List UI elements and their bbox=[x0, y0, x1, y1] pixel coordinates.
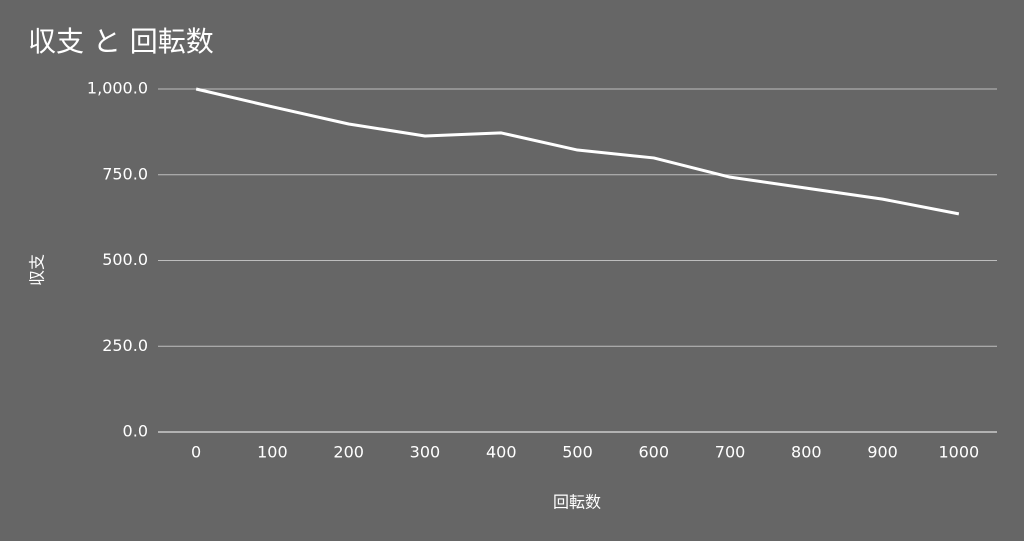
x-tick-label: 300 bbox=[410, 443, 441, 462]
x-tick-label: 700 bbox=[715, 443, 746, 462]
chart-title: 収支 と 回転数 bbox=[28, 25, 214, 58]
x-tick-label: 1000 bbox=[939, 443, 980, 462]
y-tick-label: 500.0 bbox=[102, 250, 148, 269]
x-tick-label: 900 bbox=[867, 443, 898, 462]
x-tick-label: 800 bbox=[791, 443, 822, 462]
x-tick-label: 100 bbox=[257, 443, 288, 462]
x-axis-label: 回転数 bbox=[553, 493, 601, 512]
x-tick-label: 0 bbox=[191, 443, 201, 462]
x-tick-label: 400 bbox=[486, 443, 517, 462]
y-tick-label: 750.0 bbox=[102, 164, 148, 183]
y-tick-label: 250.0 bbox=[102, 336, 148, 355]
x-tick-label: 600 bbox=[638, 443, 669, 462]
y-axis-label: 収支 bbox=[28, 254, 47, 286]
y-tick-label: 0.0 bbox=[123, 422, 148, 441]
line bbox=[195, 87, 960, 216]
x-tick-label: 500 bbox=[562, 443, 593, 462]
x-tick-label: 200 bbox=[333, 443, 364, 462]
y-tick-label: 1,000.0 bbox=[87, 79, 148, 98]
